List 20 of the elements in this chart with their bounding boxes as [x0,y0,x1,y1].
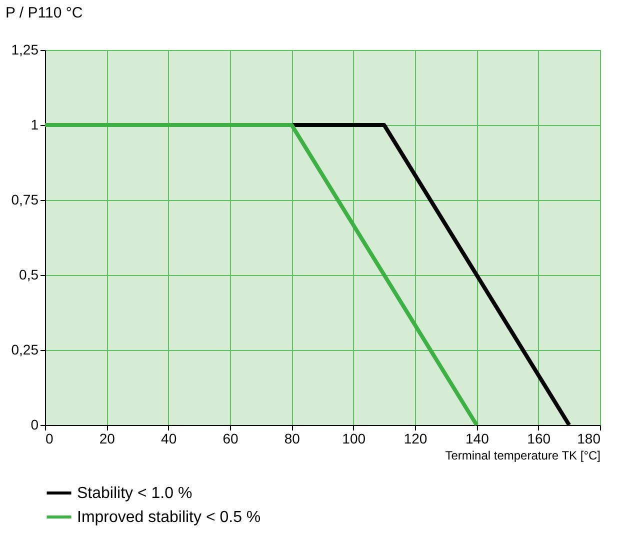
legend-label: Improved stability < 0.5 % [77,509,261,526]
legend-label: Stability < 1.0 % [77,485,192,502]
x-tick-label: 40 [161,430,177,446]
x-tick-label: 160 [527,430,551,446]
y-axis-title: P / P110 °C [6,4,83,22]
y-tick-label: 0,25 [11,342,39,358]
x-tick-label: 180 [577,430,601,446]
x-axis-title: Terminal temperature TK [°C] [445,448,600,462]
y-tick-label: 1 [30,116,39,132]
x-tick-label: 100 [342,430,366,446]
x-tick-label: 140 [465,430,490,446]
x-tick-label: 0 [46,430,54,446]
x-tick-label: 20 [99,430,116,446]
x-tick-label: 80 [284,430,300,446]
x-tick-label: 120 [404,430,428,446]
y-tick-label: 0 [30,416,39,432]
y-tick-label: 0,5 [19,266,39,282]
y-tick-label: 0,75 [11,192,39,208]
x-tick-label: 60 [222,430,238,446]
y-tick-label: 1,25 [11,42,39,58]
